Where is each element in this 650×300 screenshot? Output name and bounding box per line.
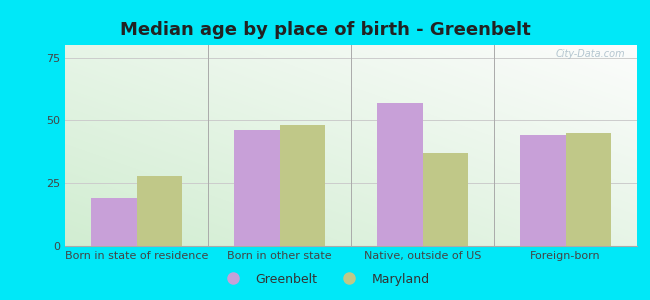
Text: Median age by place of birth - Greenbelt: Median age by place of birth - Greenbelt bbox=[120, 21, 530, 39]
Bar bbox=[566, 133, 611, 246]
Bar bbox=[520, 135, 566, 246]
Bar bbox=[280, 125, 325, 246]
Bar bbox=[91, 198, 136, 246]
Text: City-Data.com: City-Data.com bbox=[556, 49, 625, 59]
Bar bbox=[377, 103, 423, 246]
Legend: Greenbelt, Maryland: Greenbelt, Maryland bbox=[216, 268, 434, 291]
Bar bbox=[422, 153, 468, 246]
Bar bbox=[234, 130, 280, 246]
Bar bbox=[136, 176, 182, 246]
